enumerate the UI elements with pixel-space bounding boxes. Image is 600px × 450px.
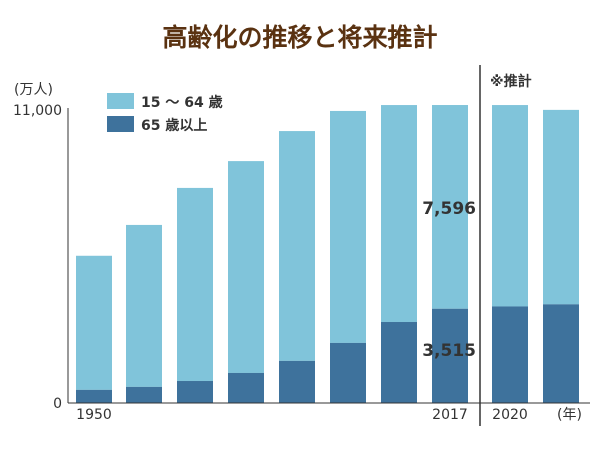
y-tick-label: 11,000 bbox=[13, 103, 62, 119]
bar-working-age bbox=[543, 109, 579, 305]
bar-elderly bbox=[432, 308, 468, 403]
bar-elderly bbox=[381, 322, 417, 403]
bar-working-age bbox=[177, 187, 213, 382]
bar-working-age bbox=[330, 110, 366, 343]
bar-working-age bbox=[228, 161, 264, 373]
chart-title: 高齢化の推移と将来推計 bbox=[162, 23, 438, 52]
data-label: 3,515 bbox=[422, 341, 476, 361]
x-tick-label: 2020 bbox=[492, 407, 528, 423]
bar-working-age bbox=[432, 105, 468, 309]
bar-working-age bbox=[492, 105, 528, 307]
x-tick-label: 1950 bbox=[76, 407, 112, 423]
bar-working-age bbox=[76, 255, 112, 390]
bar-elderly bbox=[177, 381, 213, 403]
projection-note: ※推計 bbox=[490, 73, 532, 90]
x-tick-label: 2017 bbox=[432, 407, 468, 423]
data-label: 7,596 bbox=[422, 199, 476, 219]
legend-label-elderly: 65 歳以上 bbox=[141, 117, 207, 134]
legend-label-working-age: 15 ～ 64 歳 bbox=[141, 94, 223, 111]
bar-elderly bbox=[76, 389, 112, 403]
bar-elderly bbox=[330, 342, 366, 403]
bar-elderly bbox=[492, 306, 528, 403]
legend-swatch-working-age bbox=[107, 93, 134, 109]
bar-elderly bbox=[279, 360, 315, 403]
bar-elderly bbox=[228, 372, 264, 403]
bar-working-age bbox=[381, 105, 417, 323]
bar-elderly bbox=[126, 386, 162, 403]
bar-working-age bbox=[279, 131, 315, 361]
bar-elderly bbox=[543, 304, 579, 403]
bar-working-age bbox=[126, 224, 162, 387]
x-axis-unit: (年) bbox=[557, 407, 582, 423]
y-tick-label: 0 bbox=[53, 396, 62, 412]
y-axis-unit: (万人) bbox=[14, 82, 53, 98]
legend-swatch-elderly bbox=[107, 116, 134, 132]
